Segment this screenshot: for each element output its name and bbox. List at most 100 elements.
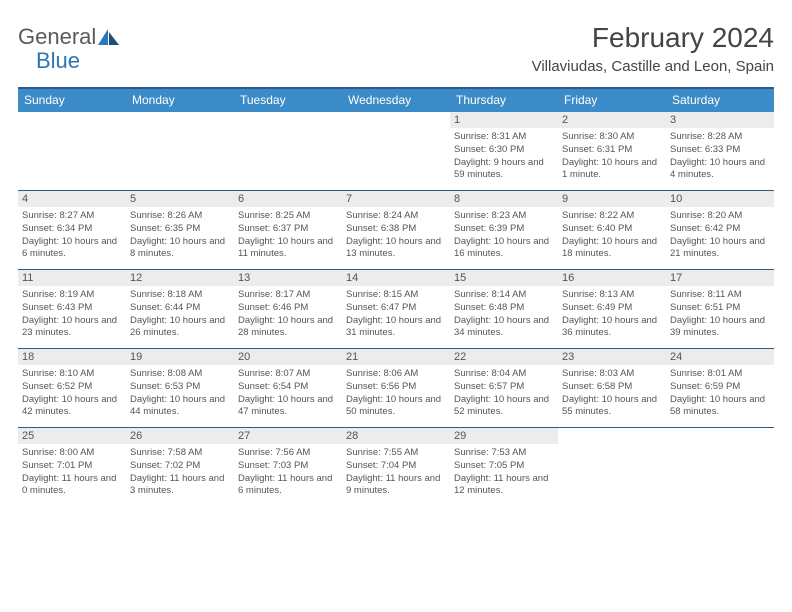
day-header-saturday: Saturday [666,89,774,112]
empty-cell [126,112,234,190]
day-header-thursday: Thursday [450,89,558,112]
day-cell: 24 Sunrise: 8:01 AMSunset: 6:59 PMDayligh… [666,349,774,427]
day-cell: 5 Sunrise: 8:26 AMSunset: 6:35 PMDaylight… [126,191,234,269]
day-cell: 19Sunrise: 8:08 AMSunset: 6:53 PMDayligh… [126,349,234,427]
day-info: Sunrise: 8:27 AMSunset: 6:34 PMDaylight:… [22,210,122,261]
day-cell: 22Sunrise: 8:04 AMSunset: 6:57 PMDayligh… [450,349,558,427]
day-cell: 14Sunrise: 8:15 AMSunset: 6:47 PMDayligh… [342,270,450,348]
day-info: Sunrise: 8:14 AMSunset: 6:48 PMDaylight:… [454,289,554,340]
day-cell: 23 Sunrise: 8:03 AMSunset: 6:58 PMDayligh… [558,349,666,427]
day-number: 4 [18,191,126,207]
day-number: 20 [234,349,342,365]
logo-text-block: General Blue [18,26,120,73]
header: General Blue February 2024 Villaviudas, … [18,22,774,75]
day-number: 8 [450,191,558,207]
week-row: 11 Sunrise: 8:19 AMSunset: 6:43 PMDayligh… [18,270,774,349]
day-number: 21 [342,349,450,365]
day-cell: 20 Sunrise: 8:07 AMSunset: 6:54 PMDayligh… [234,349,342,427]
day-number: 10 [666,191,774,207]
day-cell: 29 Sunrise: 7:53 AMSunset: 7:05 PMDayligh… [450,428,558,506]
day-number: 2 [558,112,666,128]
day-info: Sunrise: 8:22 AMSunset: 6:40 PMDaylight:… [562,210,662,261]
day-cell: 9 Sunrise: 8:22 AMSunset: 6:40 PMDaylight… [558,191,666,269]
day-info: Sunrise: 7:53 AMSunset: 7:05 PMDaylight:… [454,447,554,498]
day-info: Sunrise: 8:10 AMSunset: 6:52 PMDaylight:… [22,368,122,419]
day-number: 14 [342,270,450,286]
day-info: Sunrise: 8:13 AMSunset: 6:49 PMDaylight:… [562,289,662,340]
day-cell: 18Sunrise: 8:10 AMSunset: 6:52 PMDayligh… [18,349,126,427]
logo-text-gray: General [18,24,96,49]
day-info: Sunrise: 8:18 AMSunset: 6:44 PMDaylight:… [130,289,230,340]
day-cell: 11 Sunrise: 8:19 AMSunset: 6:43 PMDayligh… [18,270,126,348]
day-info: Sunrise: 8:00 AMSunset: 7:01 PMDaylight:… [22,447,122,498]
day-info: Sunrise: 8:08 AMSunset: 6:53 PMDaylight:… [130,368,230,419]
day-info: Sunrise: 8:20 AMSunset: 6:42 PMDaylight:… [670,210,770,261]
day-number: 24 [666,349,774,365]
day-info: Sunrise: 8:17 AMSunset: 6:46 PMDaylight:… [238,289,338,340]
day-header-wednesday: Wednesday [342,89,450,112]
day-number: 17 [666,270,774,286]
empty-cell [666,428,774,506]
day-number: 3 [666,112,774,128]
empty-cell [234,112,342,190]
day-info: Sunrise: 8:31 AMSunset: 6:30 PMDaylight:… [454,131,554,182]
day-cell: 8Sunrise: 8:23 AMSunset: 6:39 PMDaylight… [450,191,558,269]
day-number: 12 [126,270,234,286]
day-number: 29 [450,428,558,444]
day-info: Sunrise: 7:56 AMSunset: 7:03 PMDaylight:… [238,447,338,498]
day-cell: 27 Sunrise: 7:56 AMSunset: 7:03 PMDayligh… [234,428,342,506]
day-cell: 21 Sunrise: 8:06 AMSunset: 6:56 PMDayligh… [342,349,450,427]
day-cell: 4 Sunrise: 8:27 AMSunset: 6:34 PMDaylight… [18,191,126,269]
day-number: 25 [18,428,126,444]
day-info: Sunrise: 8:07 AMSunset: 6:54 PMDaylight:… [238,368,338,419]
day-header-friday: Friday [558,89,666,112]
day-info: Sunrise: 8:28 AMSunset: 6:33 PMDaylight:… [670,131,770,182]
day-number: 6 [234,191,342,207]
location-text: Villaviudas, Castille and Leon, Spain [532,58,774,75]
day-cell: 28 Sunrise: 7:55 AMSunset: 7:04 PMDayligh… [342,428,450,506]
day-info: Sunrise: 7:55 AMSunset: 7:04 PMDaylight:… [346,447,446,498]
day-number: 9 [558,191,666,207]
day-cell: 6 Sunrise: 8:25 AMSunset: 6:37 PMDaylight… [234,191,342,269]
empty-cell [18,112,126,190]
day-number: 26 [126,428,234,444]
month-title: February 2024 [532,22,774,54]
week-row: 18Sunrise: 8:10 AMSunset: 6:52 PMDayligh… [18,349,774,428]
day-cell: 2Sunrise: 8:30 AMSunset: 6:31 PMDaylight… [558,112,666,190]
day-header-sunday: Sunday [18,89,126,112]
day-cell: 26Sunrise: 7:58 AMSunset: 7:02 PMDayligh… [126,428,234,506]
day-info: Sunrise: 8:26 AMSunset: 6:35 PMDaylight:… [130,210,230,261]
day-number: 28 [342,428,450,444]
day-info: Sunrise: 8:25 AMSunset: 6:37 PMDaylight:… [238,210,338,261]
title-block: February 2024 Villaviudas, Castille and … [532,22,774,75]
day-cell: 7Sunrise: 8:24 AMSunset: 6:38 PMDaylight… [342,191,450,269]
day-cell: 3 Sunrise: 8:28 AMSunset: 6:33 PMDaylight… [666,112,774,190]
day-number: 1 [450,112,558,128]
day-info: Sunrise: 8:19 AMSunset: 6:43 PMDaylight:… [22,289,122,340]
day-number: 5 [126,191,234,207]
week-row: 4 Sunrise: 8:27 AMSunset: 6:34 PMDaylight… [18,191,774,270]
day-number: 11 [18,270,126,286]
day-number: 7 [342,191,450,207]
day-header-row: SundayMondayTuesdayWednesdayThursdayFrid… [18,87,774,112]
day-info: Sunrise: 8:01 AMSunset: 6:59 PMDaylight:… [670,368,770,419]
day-info: Sunrise: 8:03 AMSunset: 6:58 PMDaylight:… [562,368,662,419]
day-number: 27 [234,428,342,444]
day-number: 23 [558,349,666,365]
day-cell: 17 Sunrise: 8:11 AMSunset: 6:51 PMDayligh… [666,270,774,348]
empty-cell [558,428,666,506]
day-header-monday: Monday [126,89,234,112]
sail-icon [98,29,120,50]
day-cell: 1 Sunrise: 8:31 AMSunset: 6:30 PMDaylight… [450,112,558,190]
day-number: 13 [234,270,342,286]
day-info: Sunrise: 8:06 AMSunset: 6:56 PMDaylight:… [346,368,446,419]
day-info: Sunrise: 8:04 AMSunset: 6:57 PMDaylight:… [454,368,554,419]
empty-cell [342,112,450,190]
day-cell: 12 Sunrise: 8:18 AMSunset: 6:44 PMDayligh… [126,270,234,348]
day-info: Sunrise: 8:11 AMSunset: 6:51 PMDaylight:… [670,289,770,340]
day-cell: 25 Sunrise: 8:00 AMSunset: 7:01 PMDayligh… [18,428,126,506]
week-row: 25 Sunrise: 8:00 AMSunset: 7:01 PMDayligh… [18,428,774,506]
day-cell: 13 Sunrise: 8:17 AMSunset: 6:46 PMDayligh… [234,270,342,348]
day-number: 16 [558,270,666,286]
day-cell: 16 Sunrise: 8:13 AMSunset: 6:49 PMDayligh… [558,270,666,348]
